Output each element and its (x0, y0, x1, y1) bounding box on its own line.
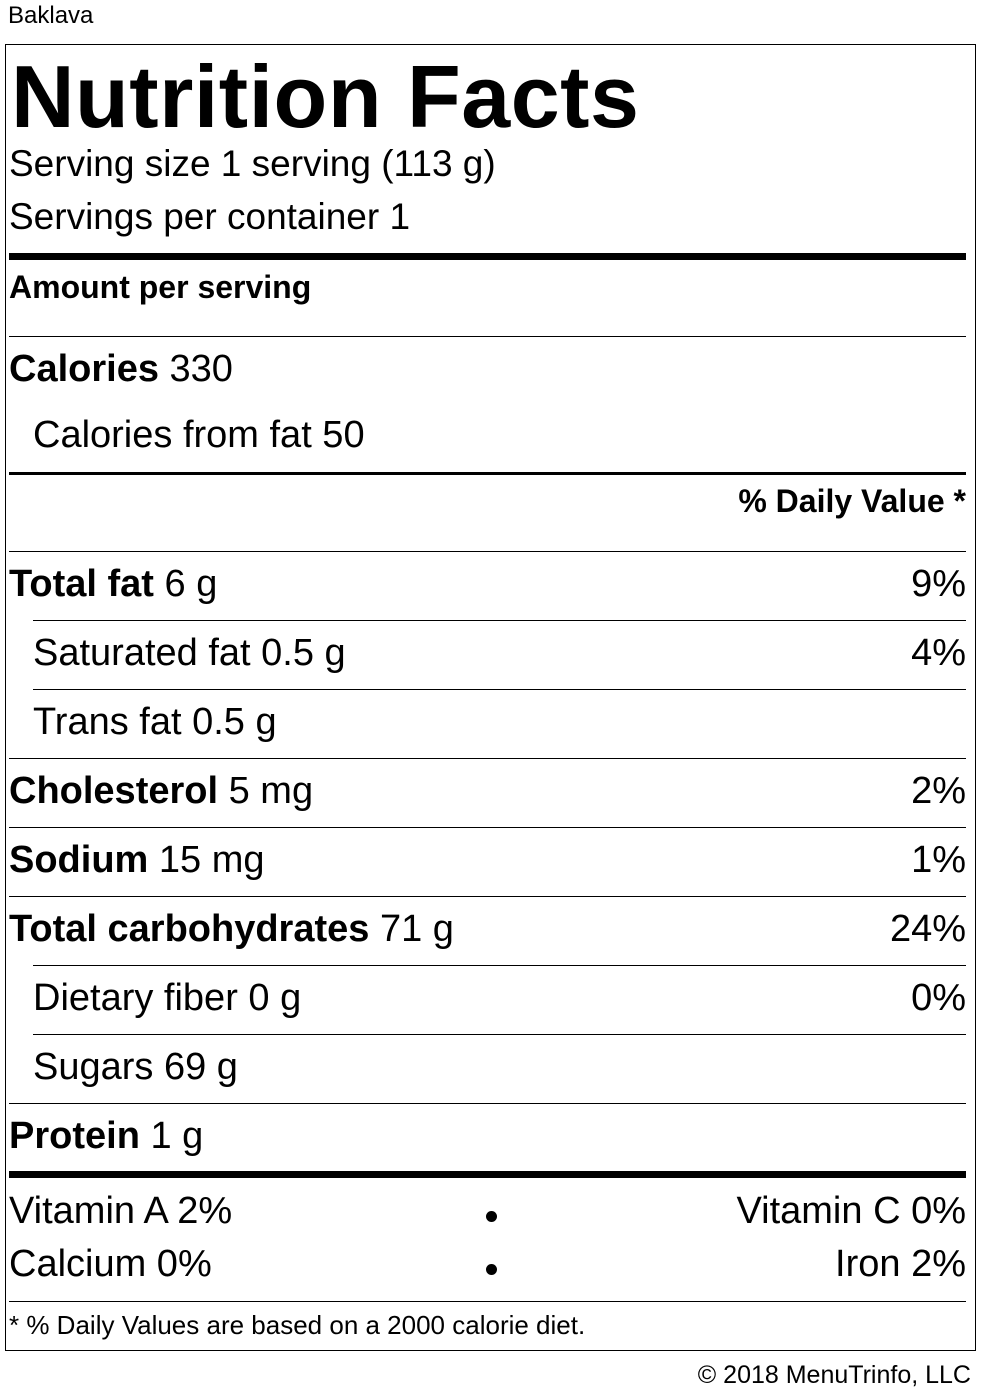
nutrient-amount: 69 g (163, 1046, 238, 1088)
nutrient-row-trans-fat: Trans fat 0.5 g (33, 700, 277, 744)
divider (33, 1034, 966, 1035)
nutrient-label: Trans fat (33, 701, 182, 743)
divider (9, 827, 966, 828)
nutrient-row-saturated-fat: Saturated fat 0.5 g (33, 631, 346, 675)
nutrient-dv: 4% (911, 632, 966, 674)
nutrient-amount: 0.5 g (192, 701, 277, 743)
nutrient-label: Protein (9, 1115, 140, 1157)
nutrient-row-sugars: Sugars 69 g (33, 1045, 238, 1089)
divider (33, 620, 966, 621)
nutrient-amount: 5 mg (228, 770, 314, 812)
nutrient-label: Total fat (9, 563, 154, 605)
divider (9, 1301, 966, 1302)
calories-from-fat: Calories from fat 50 (33, 414, 365, 456)
serving-size: Serving size 1 serving (113 g) (9, 143, 496, 184)
medium-divider (9, 472, 966, 475)
divider (9, 1103, 966, 1104)
nutrition-label: Nutrition Facts Serving size 1 serving (… (5, 44, 976, 1351)
calories-value: 330 (169, 348, 233, 390)
bullet-icon (486, 1211, 497, 1222)
nutrient-label: Dietary fiber (33, 977, 238, 1019)
vitamin-c: Vitamin C 0% (736, 1190, 966, 1232)
servings-per-container: Servings per container 1 (9, 196, 411, 237)
nutrient-amount: 0 g (248, 977, 302, 1019)
nutrient-row-total-carbohydrates: Total carbohydrates 71 g (9, 907, 454, 951)
nutrient-label: Sodium (9, 839, 149, 881)
thick-divider (9, 253, 966, 260)
nutrient-dv: 9% (911, 563, 966, 605)
divider (9, 758, 966, 759)
nutrient-row-cholesterol: Cholesterol 5 mg (9, 769, 313, 813)
bullet-icon (486, 1264, 497, 1275)
copyright: © 2018 MenuTrinfo, LLC (697, 1361, 971, 1389)
divider (9, 551, 966, 552)
footnote: * % Daily Values are based on a 2000 cal… (9, 1310, 586, 1340)
divider (9, 896, 966, 897)
nutrient-row-dietary-fiber: Dietary fiber 0 g (33, 976, 301, 1020)
amount-per-serving: Amount per serving (9, 269, 312, 305)
nutrient-dv: 1% (911, 839, 966, 881)
calcium: Calcium 0% (9, 1243, 212, 1285)
nutrient-row-total-fat: Total fat 6 g (9, 562, 217, 606)
calories-label: Calories (9, 348, 159, 390)
nutrient-label: Sugars (33, 1046, 154, 1088)
divider (33, 965, 966, 966)
iron: Iron 2% (835, 1243, 966, 1285)
calories-row: Calories 330 (9, 347, 233, 391)
nutrient-dv: 24% (889, 908, 966, 950)
nutrient-dv: 0% (911, 977, 966, 1019)
nutrient-amount: 1 g (150, 1115, 204, 1157)
label-title: Nutrition Facts (11, 47, 640, 146)
nutrient-amount: 0.5 g (261, 632, 346, 674)
thick-divider (9, 1171, 966, 1178)
nutrient-dv: 2% (911, 770, 966, 812)
daily-value-header: % Daily Value * (738, 483, 966, 519)
divider (33, 689, 966, 690)
vitamin-a: Vitamin A 2% (9, 1190, 233, 1232)
nutrient-label: Total carbohydrates (9, 908, 370, 950)
food-name: Baklava (8, 2, 94, 29)
nutrient-amount: 6 g (164, 563, 218, 605)
nutrient-amount: 71 g (379, 908, 454, 950)
nutrient-amount: 15 mg (158, 839, 265, 881)
nutrient-label: Saturated fat (33, 632, 251, 674)
nutrient-label: Cholesterol (9, 770, 219, 812)
divider (9, 336, 966, 337)
nutrient-row-protein: Protein 1 g (9, 1114, 203, 1158)
nutrient-row-sodium: Sodium 15 mg (9, 838, 265, 882)
